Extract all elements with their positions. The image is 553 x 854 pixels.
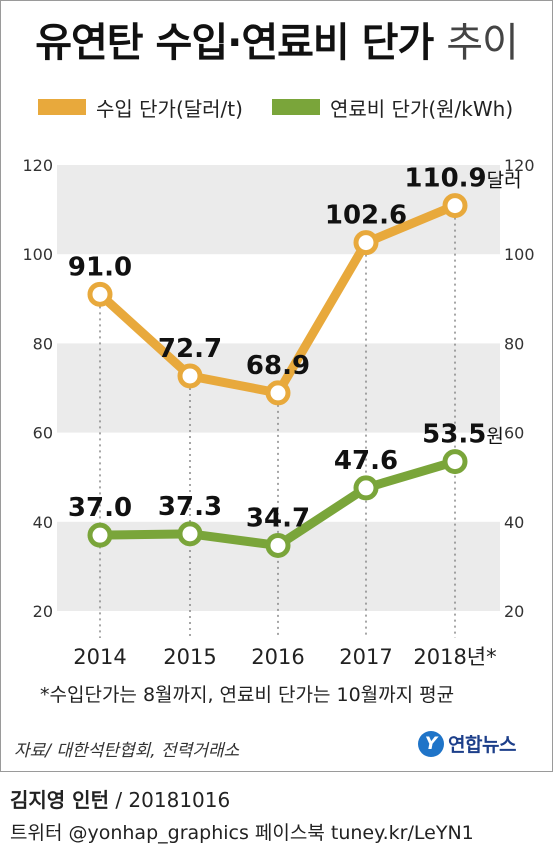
y-tick-label-left: 60 [33,424,53,443]
data-label-import: 72.7 [158,334,222,364]
legend-label-import: 수입 단가(달러/t) [96,96,243,121]
grid-band [57,165,500,255]
y-tick-label-right: 60 [504,424,524,443]
y-tick-label-right: 20 [504,602,524,621]
data-label-fuel: 47.6 [334,446,398,476]
point-import [353,230,379,256]
title-main: 유연탄 수입·연료비 단가 [35,20,434,66]
data-label-unit: 달러 [487,170,522,192]
x-tick-label: 2015 [163,645,216,669]
point-fuel [87,522,113,548]
footnote: *수입단가는 8월까지, 연료비 단가는 10월까지 평균 [40,684,455,706]
title-suffix: 추이 [446,20,519,66]
y-tick-label-right: 100 [504,245,535,264]
line-chart: 20 20 40 40 60 60 80 80 100 100 120 120 2014 2015 2016… [22,156,535,669]
y-tick-label-right: 120 [504,156,535,175]
credit-date: / 20181016 [108,788,231,812]
data-label-import: 91.0 [68,252,132,282]
data-label-unit: 원 [486,426,503,448]
data-label-fuel: 37.0 [68,493,132,523]
author-name: 김지영 인턴 [10,788,109,812]
x-tick-label: 2016 [251,645,304,669]
point-fuel [265,532,291,558]
y-tick-label-left: 20 [33,602,53,621]
y-tick-label-left: 40 [33,513,53,532]
x-tick-label: 2017 [339,645,392,669]
point-fuel [177,521,203,547]
x-tick-label: 2014 [73,645,126,669]
legend-swatch-import [38,99,86,115]
point-import [442,193,468,219]
yonhap-logo-mark: Y [418,730,444,757]
y-tick-label-right: 80 [504,334,524,353]
source-note: 자료/ 대한석탄협회, 전력거래소 [14,741,240,761]
legend-swatch-fuel [272,99,320,115]
data-label-import: 68.9 [246,351,310,381]
legend-import: 수입 단가(달러/t) [38,92,243,122]
y-tick-label-left: 120 [22,156,53,175]
point-fuel [353,475,379,501]
x-tick-label: 2018년* [413,645,496,669]
point-fuel [442,449,468,475]
legend-label-fuel: 연료비 단가(원/kWh) [330,96,514,121]
y-tick-label-left: 100 [22,245,53,264]
point-import [87,281,113,307]
point-import [177,363,203,389]
chart-title: 유연탄 수입·연료비 단가 추이 [0,10,553,68]
data-label-import: 110.9달러 [404,164,521,194]
data-label-import: 102.6 [325,201,407,231]
social-line: 트위터 @yonhap_graphics 페이스북 tuney.kr/LeYN1 [10,822,474,844]
y-tick-label-right: 40 [504,513,524,532]
yonhap-logo-text: 연합뉴스 [448,734,516,756]
yonhap-logo: Y 연합뉴스 [418,730,516,757]
y-tick-label-left: 80 [33,334,53,353]
data-label-fuel: 34.7 [246,503,310,533]
data-label-fuel: 37.3 [158,492,222,522]
legend-fuel: 연료비 단가(원/kWh) [272,92,513,122]
credit-line: 김지영 인턴 / 20181016 [10,784,230,813]
point-import [265,380,291,406]
